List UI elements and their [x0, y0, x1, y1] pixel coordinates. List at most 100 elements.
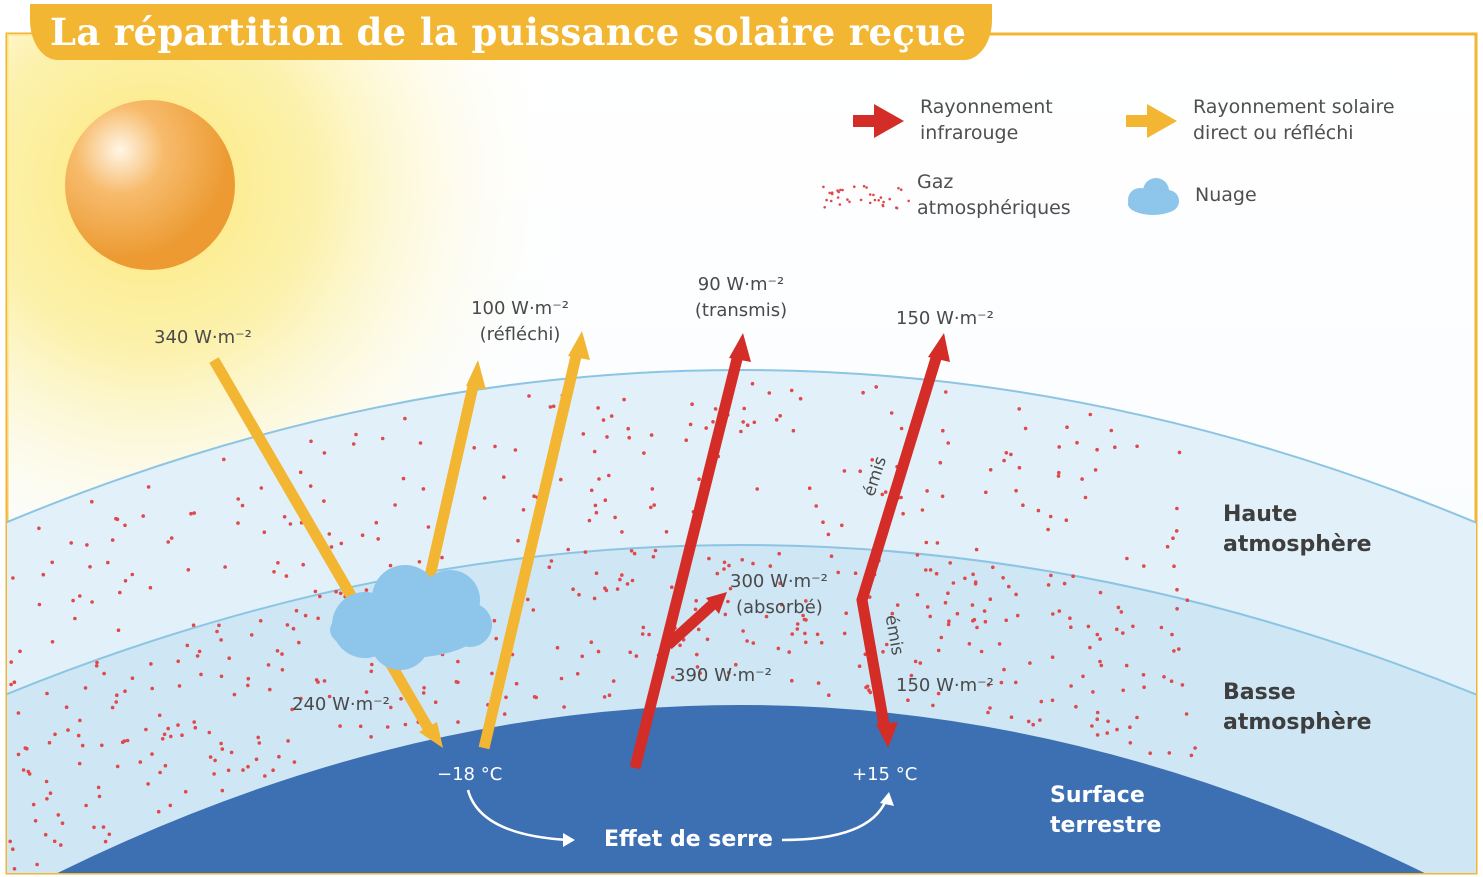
gas-dot — [219, 638, 223, 642]
gas-dot — [284, 574, 289, 578]
surface-label: Surface terrestre — [1050, 783, 1162, 838]
gas-dot — [1091, 690, 1095, 694]
legend-gas-dot — [879, 196, 883, 199]
gas-dot — [52, 839, 57, 844]
legend-gas-dot — [859, 198, 863, 202]
gas-dot — [482, 496, 487, 500]
gas-dot — [1128, 741, 1133, 745]
gas-dot — [1080, 477, 1084, 481]
gas-dot — [607, 473, 611, 478]
transmitted-value-label: 90 W·m⁻² — [697, 274, 785, 295]
gas-dot — [1172, 649, 1176, 653]
gas-dot — [1115, 627, 1119, 632]
gas-dot — [1174, 529, 1179, 533]
gas-dot — [906, 698, 910, 702]
gas-dot — [272, 570, 276, 574]
gas-dot — [1172, 564, 1176, 568]
gas-dot — [975, 625, 979, 630]
gas-dot — [313, 589, 318, 594]
gas-dot — [290, 707, 294, 712]
gas-dot — [246, 683, 250, 688]
gas-dot — [936, 691, 941, 696]
gas-dot — [288, 522, 293, 526]
gas-dot — [642, 451, 646, 455]
gas-dot — [955, 611, 960, 616]
gas-dot — [795, 627, 800, 631]
gas-dot — [262, 530, 267, 534]
gas-dot — [752, 420, 757, 425]
gas-dot — [106, 560, 110, 565]
gas-dot — [1075, 440, 1079, 445]
gas-dot — [316, 680, 320, 684]
gas-dot — [16, 711, 21, 715]
gas-dot — [609, 414, 614, 418]
gas-dot — [334, 589, 338, 594]
gas-dot — [53, 732, 57, 737]
gas-dot — [285, 623, 290, 627]
gas-dot — [970, 603, 975, 607]
gas-dot — [96, 785, 101, 790]
page-title: La répartition de la puissance solaire r… — [50, 10, 967, 54]
gas-dot — [308, 484, 313, 488]
gas-dot — [1170, 632, 1174, 637]
gas-dot — [44, 779, 49, 784]
gas-dot — [123, 579, 128, 583]
gas-dot — [778, 581, 782, 586]
gas-dot — [1175, 506, 1179, 511]
gas-dot — [880, 492, 885, 497]
gas-dot — [232, 692, 237, 697]
gas-dot — [358, 724, 363, 729]
reflected-value-label: 100 W·m⁻² — [471, 298, 569, 319]
gas-dot — [192, 720, 196, 724]
gas-dot — [1064, 518, 1069, 522]
gas-dot — [938, 460, 943, 465]
gas-dot — [651, 554, 656, 559]
gas-dot — [751, 561, 755, 566]
gas-dot — [815, 632, 820, 637]
gas-dot — [620, 573, 624, 577]
gas-dot — [157, 713, 162, 718]
gas-dot — [1004, 618, 1008, 623]
gas-dot — [531, 608, 536, 612]
gas-dot — [256, 735, 261, 740]
gas-dot — [338, 724, 342, 728]
gas-dot — [971, 572, 975, 577]
gas-dot — [1023, 426, 1028, 431]
gas-dot — [166, 726, 170, 731]
gas-dot — [983, 619, 988, 624]
gas-dot — [889, 411, 894, 415]
gas-dot — [299, 696, 303, 701]
gas-dot — [114, 700, 118, 704]
gas-dot — [472, 446, 477, 450]
gas-dot — [840, 523, 844, 528]
gas-dot — [939, 635, 944, 640]
gas-dot — [764, 614, 769, 619]
gas-dot — [881, 650, 885, 654]
gas-dot — [1001, 576, 1005, 580]
gas-dot — [1093, 468, 1098, 472]
gas-dot — [947, 619, 951, 623]
gas-dot — [1014, 680, 1018, 685]
gas-dot — [1148, 751, 1152, 755]
legend-gas-dot — [838, 203, 842, 206]
gas-dot — [494, 636, 499, 641]
gas-dot — [526, 597, 530, 602]
legend-solar-icon — [1126, 104, 1177, 138]
gas-dot — [254, 757, 259, 762]
gas-dot — [602, 695, 607, 699]
gas-dot — [804, 599, 808, 603]
gas-dot — [9, 682, 13, 687]
gas-dot — [1167, 751, 1172, 755]
gas-dot — [1071, 574, 1075, 578]
gas-dot — [804, 618, 808, 622]
gas-dot — [592, 596, 597, 601]
gas-dot — [514, 681, 519, 686]
gas-dot — [275, 649, 280, 653]
legend-gas-dot — [882, 200, 885, 204]
gas-dot — [807, 486, 812, 491]
gas-dot — [741, 420, 745, 424]
gas-dot — [1142, 685, 1146, 689]
gas-dot — [271, 768, 275, 772]
gas-dot — [745, 639, 749, 643]
gas-dot — [118, 590, 122, 595]
